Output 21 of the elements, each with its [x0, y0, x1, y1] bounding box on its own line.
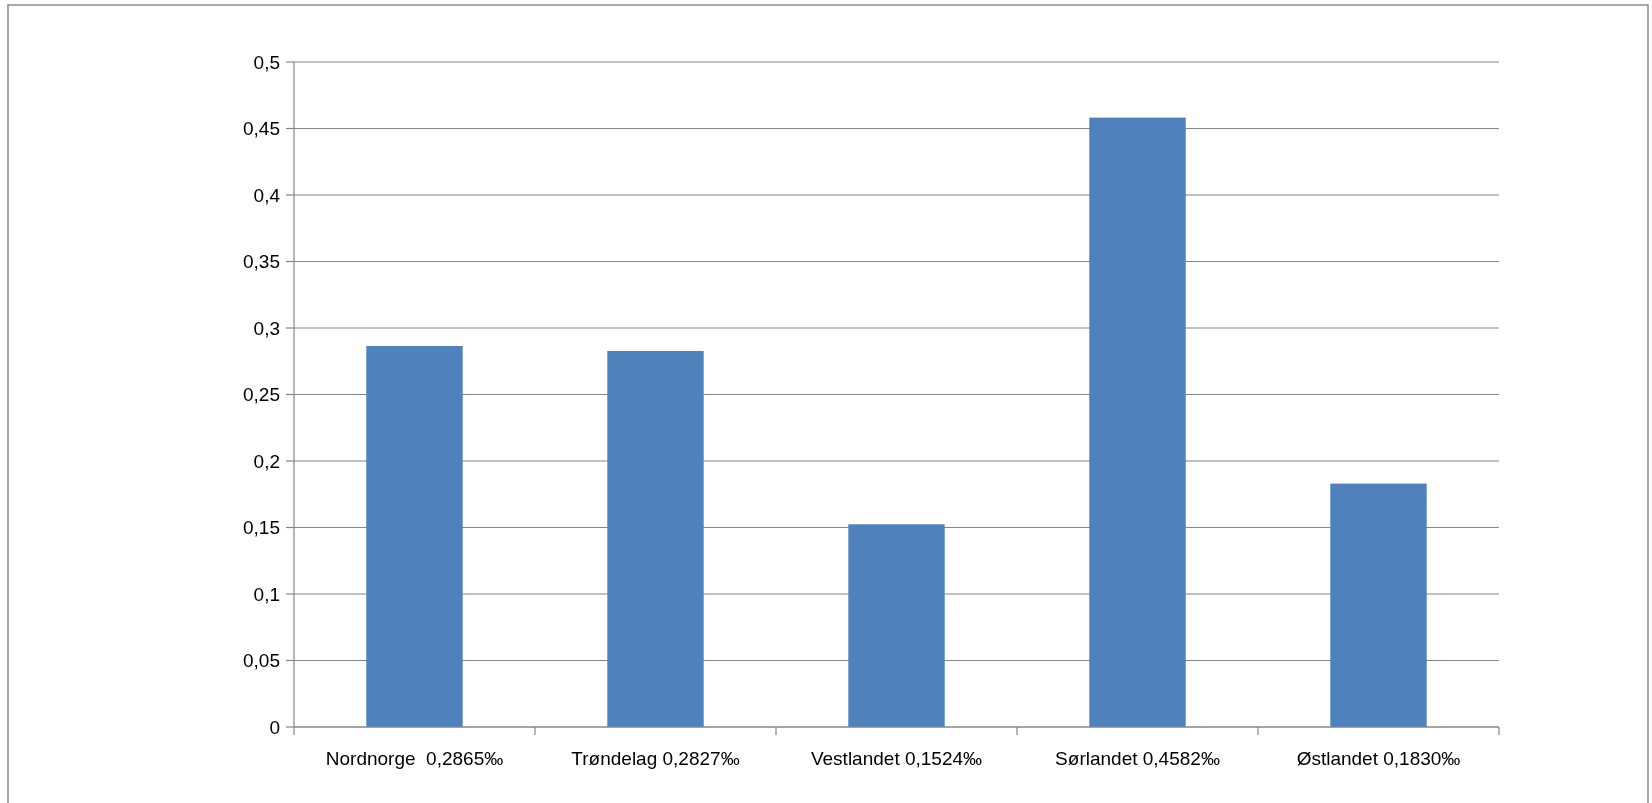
x-tick-label: Trøndelag 0,2827‰	[571, 748, 740, 769]
y-tick-label: 0,45	[243, 118, 280, 140]
y-tick-label: 0,4	[253, 184, 281, 206]
y-tick-label: 0,5	[253, 51, 280, 73]
bar	[1089, 117, 1186, 727]
y-tick-label: 0,2	[253, 450, 280, 472]
bar	[848, 524, 945, 727]
y-tick-label: 0,05	[243, 650, 280, 672]
bar	[366, 345, 463, 727]
y-tick-label: 0,1	[253, 583, 280, 605]
y-tick-label: 0,3	[253, 317, 280, 339]
bar	[607, 351, 704, 727]
bar	[1330, 483, 1427, 727]
x-tick-label: Østlandet 0,1830‰	[1296, 748, 1461, 769]
x-tick-label: Vestlandet 0,1524‰	[810, 748, 983, 769]
y-tick-label: 0,35	[243, 251, 280, 273]
x-tick-label: Nordnorge 0,2865‰	[325, 748, 504, 769]
x-tick-label: Sørlandet 0,4582‰	[1055, 748, 1220, 769]
y-tick-label: 0,25	[243, 384, 280, 406]
y-tick-label: 0	[269, 716, 280, 738]
y-tick-label: 0,15	[243, 517, 280, 539]
